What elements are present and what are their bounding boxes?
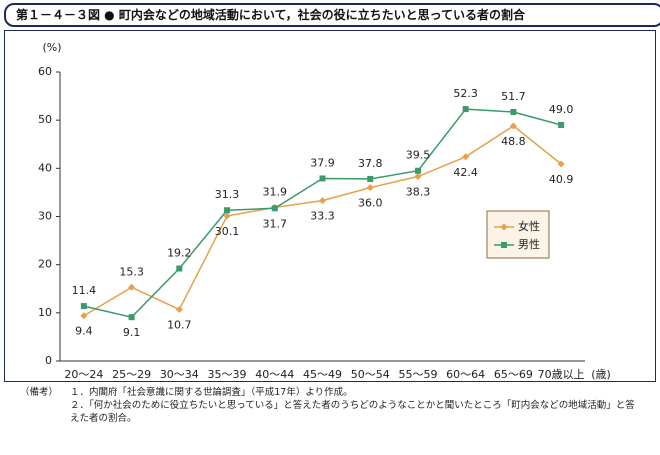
data-label: 31.9 [263, 185, 288, 198]
marker [509, 122, 517, 130]
data-label: 10.7 [167, 318, 192, 331]
y-tick-label: 60 [38, 65, 52, 78]
data-label: 11.4 [72, 284, 97, 297]
data-label: 33.3 [310, 210, 335, 223]
data-label: 48.8 [501, 135, 526, 148]
data-label: 38.3 [406, 186, 431, 199]
marker [128, 283, 136, 291]
x-axis-label: (歳) [591, 368, 611, 381]
y-tick-label: 50 [38, 113, 52, 126]
x-tick-label: 35～39 [208, 368, 247, 381]
legend-label: 男性 [518, 237, 540, 251]
data-label: 15.3 [119, 265, 144, 278]
marker [80, 303, 87, 310]
y-axis-label: (%) [42, 41, 61, 54]
marker [510, 108, 517, 115]
x-tick-label: 30～34 [160, 368, 199, 381]
marker [367, 175, 374, 182]
x-tick-label: 70歳以上 [538, 368, 585, 381]
data-label: 36.0 [358, 197, 383, 210]
y-tick-label: 20 [38, 258, 52, 271]
marker [223, 212, 231, 220]
y-tick-label: 40 [38, 161, 52, 174]
chart: (%) (歳) 0 10 20 30 40 50 60 20～24 25～29 30～34 35～3… [38, 41, 611, 381]
x-tick-label: 40～44 [255, 368, 294, 381]
data-label: 9.4 [75, 325, 93, 338]
marker [176, 265, 183, 272]
data-label: 49.0 [549, 103, 574, 116]
data-label: 31.7 [263, 217, 288, 230]
note-item: １．内閣府「社会意識に関する世論調査」（平成17年）より作成。 [70, 387, 353, 398]
chart-title: 第１－４－３図 ● 町内会などの地域活動において，社会の役に立ちたいと思っている… [4, 3, 660, 27]
chart-panel [4, 30, 656, 382]
data-label: 9.1 [123, 326, 141, 339]
note-item: ２．「何か社会のために役立ちたいと思っている」と答えた者のうちどのようなことかと… [70, 400, 635, 424]
marker [319, 175, 326, 182]
data-label: 42.4 [453, 166, 478, 179]
data-label: 19.2 [167, 247, 192, 260]
marker [414, 173, 422, 181]
x-tick-label: 20～24 [64, 368, 103, 381]
marker [224, 207, 231, 214]
note-list: １．内閣府「社会意識に関する世論調査」（平成17年）より作成。 ２．「何か社会のた… [70, 386, 640, 425]
data-label: 37.9 [310, 156, 335, 169]
marker [462, 106, 469, 113]
data-label: 52.3 [453, 87, 478, 100]
marker [462, 153, 470, 161]
notes: （備考） １．内閣府「社会意識に関する世論調査」（平成17年）より作成。 ２．「何… [20, 386, 640, 425]
y-tick-label: 10 [38, 306, 52, 319]
y-tick-label: 30 [38, 210, 52, 223]
x-tick-label: 25～29 [112, 368, 151, 381]
data-label: 31.3 [215, 188, 240, 201]
notes-label: （備考） [20, 387, 59, 398]
marker [80, 312, 88, 320]
marker [175, 305, 183, 313]
marker [366, 184, 374, 192]
legend-label: 女性 [518, 219, 540, 233]
y-tick-label: 0 [45, 354, 52, 367]
data-label: 30.1 [215, 225, 240, 238]
marker [558, 121, 565, 128]
data-label: 51.7 [501, 90, 526, 103]
marker [271, 205, 278, 212]
marker [319, 197, 326, 205]
legend-marker [501, 242, 507, 248]
x-tick-label: 50～54 [351, 368, 390, 381]
x-tick-label: 60～64 [446, 368, 485, 381]
data-label: 40.9 [549, 173, 574, 186]
data-label: 39.5 [406, 149, 431, 162]
x-tick-label: 45～49 [303, 368, 342, 381]
marker [128, 314, 135, 321]
x-tick-label: 55～59 [398, 368, 437, 381]
legend-marker [500, 223, 508, 231]
data-label: 37.8 [358, 157, 383, 170]
marker [557, 160, 565, 168]
marker [414, 167, 421, 174]
x-tick-label: 65～69 [494, 368, 533, 381]
legend-box [486, 210, 550, 259]
